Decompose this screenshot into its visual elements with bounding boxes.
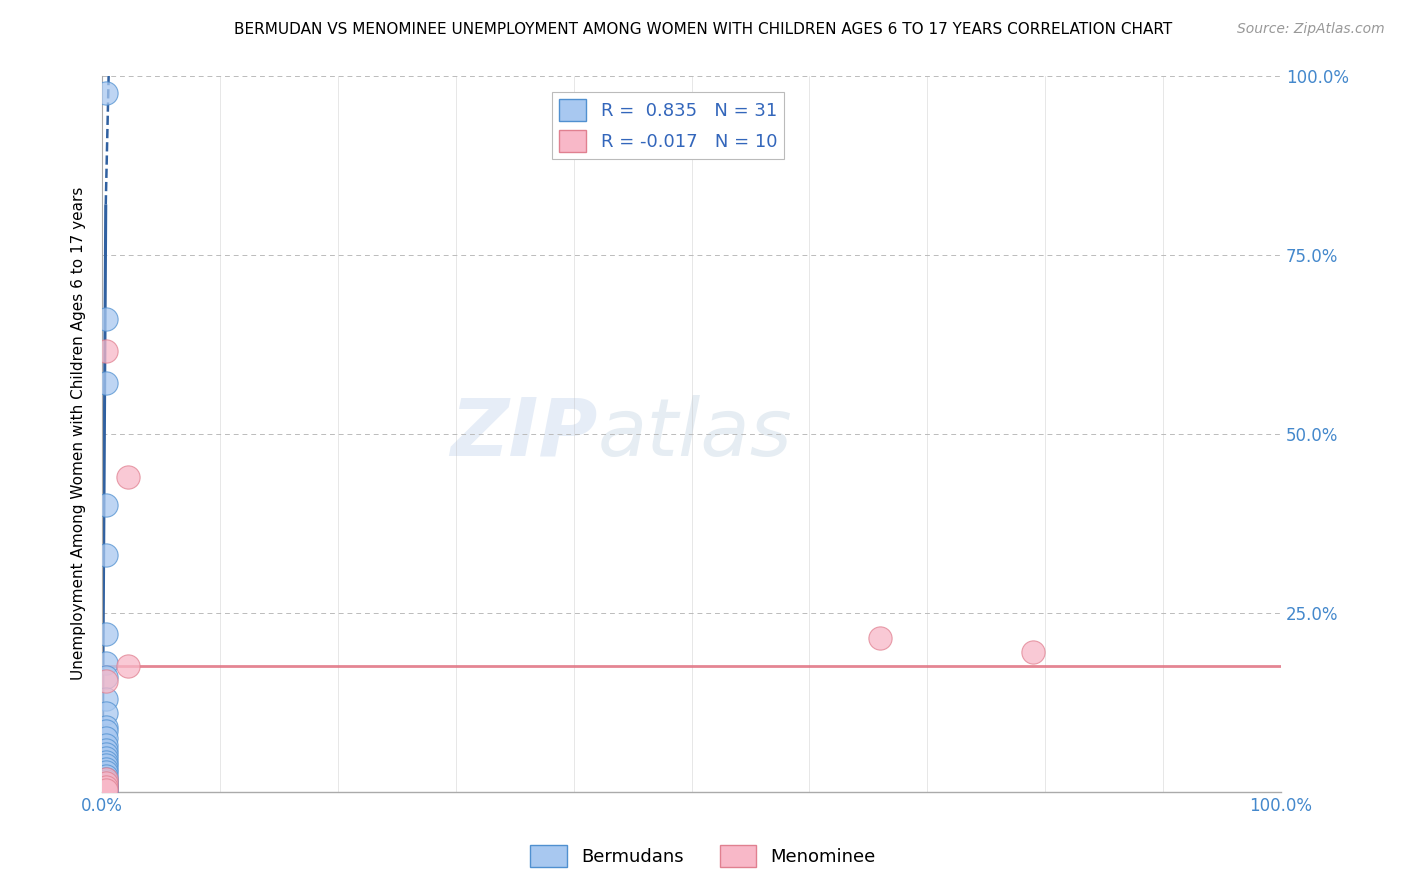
Point	[94, 776, 117, 790]
Point	[94, 656, 117, 670]
Point	[869, 631, 891, 645]
Point	[1022, 645, 1045, 659]
Point	[117, 659, 139, 673]
Point	[94, 776, 117, 790]
Point	[94, 783, 117, 797]
Text: BERMUDAN VS MENOMINEE UNEMPLOYMENT AMONG WOMEN WITH CHILDREN AGES 6 TO 17 YEARS : BERMUDAN VS MENOMINEE UNEMPLOYMENT AMONG…	[233, 22, 1173, 37]
Point	[94, 782, 117, 797]
Point	[94, 691, 117, 706]
Point	[94, 751, 117, 765]
Point	[94, 755, 117, 769]
Point	[117, 469, 139, 483]
Legend: Bermudans, Menominee: Bermudans, Menominee	[523, 838, 883, 874]
Point	[94, 758, 117, 772]
Point	[94, 784, 117, 798]
Point	[94, 743, 117, 757]
Point	[94, 627, 117, 641]
Legend: R =  0.835   N = 31, R = -0.017   N = 10: R = 0.835 N = 31, R = -0.017 N = 10	[551, 92, 785, 160]
Point	[94, 673, 117, 688]
Point	[94, 87, 117, 101]
Point	[94, 720, 117, 734]
Point	[94, 778, 117, 792]
Point	[94, 549, 117, 563]
Text: atlas: atlas	[598, 394, 792, 473]
Point	[94, 706, 117, 720]
Point	[94, 781, 117, 796]
Point	[94, 731, 117, 745]
Point	[94, 780, 117, 794]
Point	[94, 781, 117, 796]
Y-axis label: Unemployment Among Women with Children Ages 6 to 17 years: Unemployment Among Women with Children A…	[72, 187, 86, 681]
Point	[94, 769, 117, 783]
Point	[94, 774, 117, 789]
Point	[94, 670, 117, 684]
Point	[94, 344, 117, 359]
Point	[94, 723, 117, 738]
Point	[94, 772, 117, 786]
Point	[94, 765, 117, 780]
Point	[94, 762, 117, 776]
Point	[94, 738, 117, 752]
Point	[94, 498, 117, 512]
Point	[94, 780, 117, 794]
Point	[94, 747, 117, 762]
Point	[94, 772, 117, 786]
Text: Source: ZipAtlas.com: Source: ZipAtlas.com	[1237, 22, 1385, 37]
Text: ZIP: ZIP	[450, 394, 598, 473]
Point	[94, 312, 117, 326]
Point	[94, 376, 117, 391]
